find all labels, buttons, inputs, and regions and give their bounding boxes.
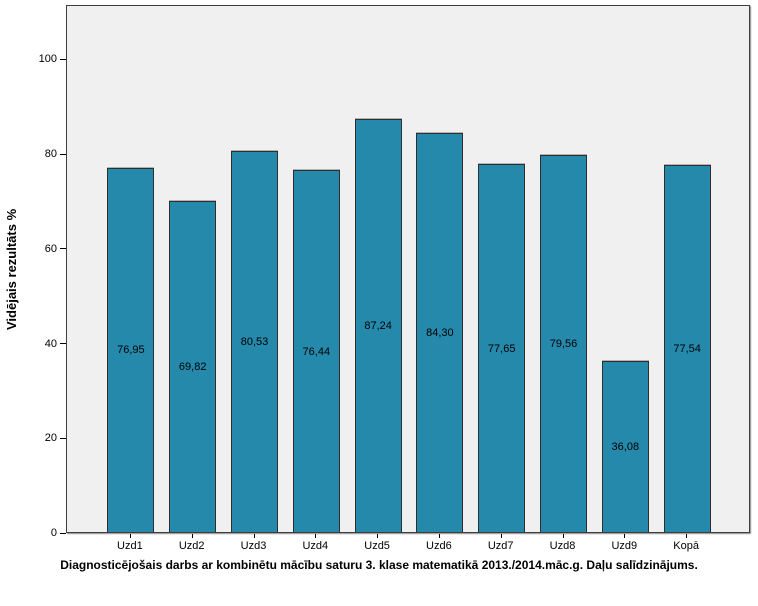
- x-axis-tick-mark: [377, 534, 379, 538]
- y-axis-tick-mark: [60, 153, 66, 155]
- y-axis-tick-mark: [60, 343, 66, 345]
- x-axis-tick-mark: [438, 534, 440, 538]
- bar-uzd3: 80,53: [231, 150, 278, 532]
- bar-value-label: 36,08: [611, 441, 640, 454]
- x-axis-tick-mark: [129, 534, 131, 538]
- bar-value-label: 87,24: [364, 319, 392, 332]
- bar-value-label: 79,56: [549, 338, 578, 351]
- bar-uzd8: 79,56: [540, 155, 587, 532]
- bar-value-label: 77,54: [673, 342, 701, 355]
- bar-uzd1: 76,95: [107, 167, 155, 532]
- x-axis-tick-mark: [500, 534, 502, 538]
- plot-area: 76,95 69,82 80,53 76,44 87,24 84,30 77,65 79,56…: [66, 5, 750, 533]
- y-axis-tick-label: 60: [44, 242, 57, 255]
- y-axis-tick-label: 80: [44, 148, 57, 161]
- bar-uzd5: 87,24: [354, 118, 402, 532]
- x-axis-category-label: Kopā: [673, 540, 699, 552]
- x-axis-category-label: Uzd2: [178, 540, 205, 552]
- y-axis-tick-mark: [60, 58, 66, 60]
- bar-value-label: 80,53: [240, 335, 269, 348]
- y-axis-tick-label: 40: [44, 337, 57, 350]
- x-axis-tick-mark: [686, 534, 688, 538]
- x-axis-category-label: Uzd1: [117, 540, 143, 552]
- bar-value-label: 84,30: [426, 326, 454, 339]
- bar-uzd6: 84,30: [416, 132, 464, 532]
- bar-uzd7: 77,65: [478, 164, 526, 532]
- x-axis-tick-mark: [624, 534, 626, 538]
- x-axis-tick-mark: [253, 534, 255, 538]
- y-axis-tick-mark: [60, 248, 66, 250]
- x-axis-tick-mark: [315, 534, 317, 538]
- x-axis-tick-mark: [191, 534, 193, 538]
- y-axis-tick-label: 0: [50, 527, 57, 539]
- chart-title: Diagnosticējošais darbs ar kombinētu māc…: [60, 558, 698, 572]
- x-axis-tick-mark: [562, 534, 564, 538]
- x-axis-category-label: Uzd6: [426, 540, 452, 552]
- y-axis-tick-mark: [60, 437, 66, 439]
- bar-value-label: 69,82: [178, 361, 207, 374]
- bar-uzd9: 36,08: [601, 361, 649, 532]
- bar-value-label: 77,65: [487, 342, 516, 355]
- x-axis-category-label: Uzd9: [611, 540, 638, 552]
- x-axis-category-label: Uzd3: [240, 540, 267, 552]
- y-axis-title: Vidējais rezultāts %: [4, 208, 19, 330]
- bar-uzd4: 76,44: [292, 170, 340, 532]
- x-axis-category-label: Uzd5: [364, 540, 390, 552]
- bar-value-label: 76,95: [117, 344, 145, 357]
- bar-value-label: 76,44: [302, 345, 331, 358]
- y-axis-tick-mark: [60, 532, 66, 534]
- x-axis-category-label: Uzd4: [302, 540, 329, 552]
- y-axis-tick-label: 20: [44, 432, 57, 445]
- x-axis-category-label: Uzd7: [487, 540, 514, 552]
- x-axis-category-label: Uzd8: [549, 540, 576, 552]
- bar-kopā: 77,54: [663, 164, 711, 532]
- y-axis-tick-label: 100: [38, 53, 57, 66]
- bar-uzd2: 69,82: [169, 201, 217, 532]
